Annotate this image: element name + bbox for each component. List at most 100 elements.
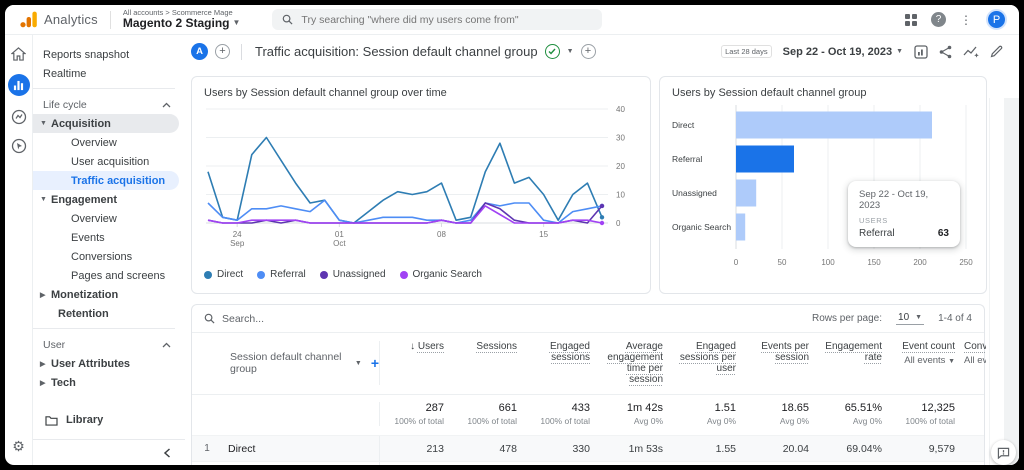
svg-text:100: 100 — [821, 258, 835, 267]
explore-icon[interactable] — [11, 109, 27, 125]
bar-chart[interactable]: 0 50 100 150 200 250 Direct Referral Unassigned O… — [672, 99, 974, 273]
settings-gear-icon[interactable]: ⚙ — [12, 438, 25, 454]
metric-cell: 1m 53s — [628, 442, 663, 455]
sidebar-item-retention[interactable]: Retention — [33, 304, 185, 323]
sidebar-item-overview[interactable]: Overview — [33, 133, 185, 152]
feedback-button[interactable] — [991, 440, 1016, 465]
breadcrumb: All accounts > Scommerce Mage — [122, 8, 233, 18]
collapse-sidebar-button[interactable] — [33, 439, 185, 465]
metric-cell: 330 — [572, 442, 590, 455]
sidebar-item-engagement[interactable]: ▼ Engagement — [33, 190, 185, 209]
bar-chart-title: Users by Session default channel group — [672, 87, 867, 99]
bar-referral[interactable] — [736, 145, 794, 173]
metric-cell: 1,770 — [891, 462, 964, 465]
line-series-referral[interactable] — [207, 199, 603, 224]
line-chart[interactable]: 0 10 20 30 40 24 Sep 01 Oct 08 15 — [204, 99, 638, 267]
column-header-average-engagement-time-per-session[interactable]: Average engagement time per session — [607, 341, 663, 385]
edit-pencil-icon[interactable] — [990, 45, 1003, 58]
add-comparison-icon[interactable]: + — [580, 44, 596, 59]
column-header-events-per-session[interactable]: Events per session — [761, 341, 809, 363]
line-series-direct[interactable] — [207, 136, 603, 224]
legend-item-unassigned[interactable]: Unassigned — [319, 269, 386, 280]
tooltip-value: 63 — [937, 228, 949, 239]
legend-item-referral[interactable]: Referral — [257, 269, 306, 280]
caret-down-icon[interactable]: ▼ — [566, 48, 574, 55]
dimension-header[interactable]: Session default channel group ▼ + — [192, 341, 380, 385]
share-icon[interactable] — [939, 45, 952, 59]
table-row-referral[interactable]: 2Referral63143930m 40s1.4812.3865.03%1,7… — [192, 461, 984, 465]
search-input[interactable]: Try searching "where did my users come f… — [272, 9, 603, 30]
sidebar-item-conversions[interactable]: Conversions — [33, 247, 185, 266]
bar-unassigned[interactable] — [736, 179, 757, 207]
sidebar-nav: Reports snapshot Realtime Life cycle ▼ Acqui… — [33, 35, 185, 465]
home-icon[interactable] — [11, 47, 26, 61]
column-header-engagement-rate[interactable]: Engagement rate — [825, 341, 882, 363]
sidebar-item-label: Monetization — [51, 288, 119, 301]
report-tab-a[interactable]: A — [191, 43, 208, 60]
sidebar-item-library[interactable]: Library — [33, 409, 185, 431]
advertising-icon[interactable] — [11, 138, 27, 154]
sidebar-item-overview[interactable]: Overview — [33, 209, 185, 228]
bar-direct[interactable] — [736, 111, 932, 139]
column-header-engaged-sessions-per-user[interactable]: Engaged sessions per user — [679, 341, 736, 374]
page-title: Traffic acquisition: Session default cha… — [255, 44, 538, 59]
nav-section-life-cycle[interactable]: Life cycle — [33, 94, 185, 114]
nav-section-user[interactable]: User — [33, 334, 185, 354]
report-table-card: Search... Rows per page: 10 ▼ 1-4 of 4 Se… — [191, 304, 986, 465]
table-row-direct[interactable]: 1 Direct 213 478 330 1m 53s 1.55 20.04 69.04% 9,5… — [192, 435, 984, 461]
add-dimension-icon[interactable]: + — [370, 355, 379, 371]
divider — [109, 10, 111, 29]
chart-tooltip: Sep 22 - Oct 19, 2023 USERS Referral 63 — [848, 181, 960, 247]
bar-organic-search[interactable] — [736, 213, 746, 241]
data-quality-check-icon[interactable] — [544, 44, 560, 59]
metric-selector[interactable]: All events ▼ — [964, 355, 986, 366]
insights-icon[interactable] — [963, 45, 979, 58]
chevron-up-icon — [162, 102, 171, 108]
column-header-engaged-sessions[interactable]: Engaged sessions — [549, 341, 590, 363]
apps-grid-icon[interactable] — [905, 13, 917, 26]
column-header-conversions[interactable]: ConversionsAll events ▼ — [964, 341, 986, 366]
sidebar-item-monetization[interactable]: ▶ Monetization — [33, 285, 185, 304]
help-icon[interactable]: ? — [931, 12, 946, 27]
line-series-organic-search[interactable] — [207, 205, 603, 224]
svg-text:01: 01 — [335, 230, 344, 239]
svg-text:200: 200 — [913, 258, 927, 267]
legend-item-direct[interactable]: Direct — [204, 269, 243, 280]
column-header-sessions[interactable]: Sessions — [476, 341, 517, 352]
svg-text:08: 08 — [437, 230, 446, 239]
sidebar-item-tech[interactable]: ▶ Tech — [33, 373, 185, 392]
avatar[interactable]: P — [986, 9, 1007, 30]
divider — [241, 43, 242, 60]
divider — [33, 328, 175, 329]
left-icon-rail: ⚙ — [5, 35, 33, 465]
column-header-users[interactable]: ↓ Users — [410, 341, 444, 352]
sidebar-item-traffic-acquisition[interactable]: Traffic acquisition — [33, 171, 179, 190]
sidebar-item-reports-snapshot[interactable]: Reports snapshot — [33, 45, 185, 64]
sidebar-item-events[interactable]: Events — [33, 228, 185, 247]
reports-icon[interactable] — [7, 74, 30, 96]
legend-item-organic-search[interactable]: Organic Search — [399, 269, 482, 280]
sidebar-item-acquisition[interactable]: ▼ Acquisition — [33, 114, 179, 133]
column-header-event-count[interactable]: Event count All events ▼ — [891, 341, 964, 385]
date-range-picker[interactable]: Sep 22 - Oct 19, 2023 ▼ — [782, 45, 903, 58]
totals-cell: 18.65 Avg 0% — [779, 402, 809, 426]
vertical-scrollbar[interactable] — [989, 98, 1004, 465]
totals-cell: 12,325 100% of total — [905, 402, 955, 426]
add-tab-icon[interactable]: + — [215, 44, 230, 59]
metric-selector[interactable]: All events ▼ — [904, 355, 955, 366]
report-header-bar: A + Traffic acquisition: Session default… — [185, 35, 1019, 68]
report-builder-icon[interactable] — [914, 44, 928, 59]
caret-right-icon: ▶ — [40, 291, 46, 299]
sidebar-item-pages-and-screens[interactable]: Pages and screens — [33, 266, 185, 285]
table-search-input[interactable]: Search... — [222, 312, 265, 325]
row-dimension-cell: 2Referral — [192, 462, 380, 465]
sidebar-item-realtime[interactable]: Realtime — [33, 64, 185, 83]
account-switcher[interactable]: All accounts > Scommerce Mage Magento 2 … — [123, 9, 241, 29]
rows-per-page-select[interactable]: 10 ▼ — [896, 312, 925, 325]
metric-cell: 69.04% — [846, 442, 882, 455]
sidebar-item-user-acquisition[interactable]: User acquisition — [33, 152, 185, 171]
bar-chart-card: Users by Session default channel group 0… — [659, 76, 987, 294]
sidebar-item-user-attributes[interactable]: ▶ User Attributes — [33, 354, 185, 373]
more-vertical-icon[interactable]: ⋮ — [960, 12, 972, 27]
svg-text:Unassigned: Unassigned — [672, 188, 717, 198]
